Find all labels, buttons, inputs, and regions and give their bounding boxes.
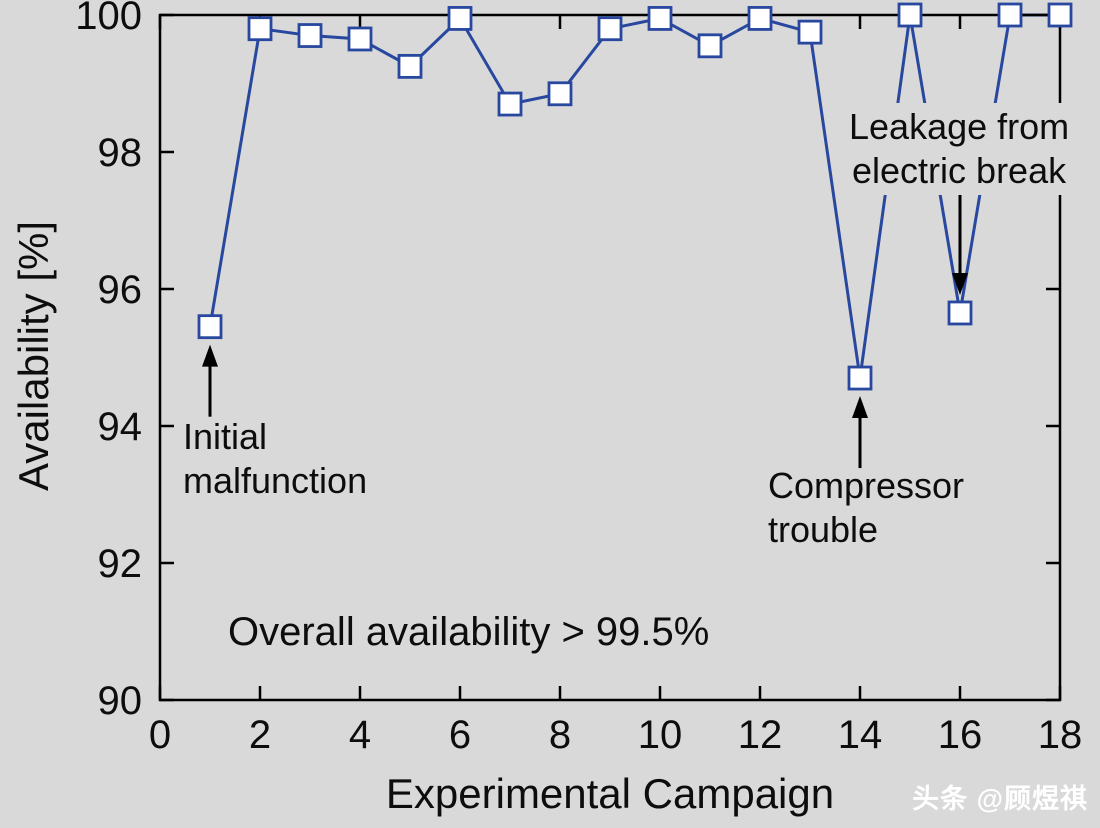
watermark-text: 头条 @顾煜祺 (912, 784, 1088, 814)
data-line (208, 13, 1060, 379)
svg-text:98: 98 (98, 131, 143, 175)
svg-text:12: 12 (738, 713, 783, 757)
svg-text:2: 2 (249, 713, 271, 757)
annotation-compressor-trouble: Compressor trouble (768, 465, 965, 550)
plot-border (158, 13, 1062, 702)
annotation-initial-malfunction: Initial malfunction (183, 416, 368, 501)
y-axis-title: Availability [%] (10, 220, 57, 492)
svg-text:16: 16 (938, 713, 983, 757)
annotation-leakage-electric-break: Leakage from electric break (843, 103, 1076, 195)
data-markers (197, 2, 1073, 391)
svg-text:96: 96 (98, 268, 143, 312)
svg-text:100: 100 (75, 0, 142, 38)
svg-text:94: 94 (98, 405, 143, 449)
svg-text:90: 90 (98, 679, 143, 723)
svg-text:14: 14 (838, 713, 883, 757)
annotation-arrows (202, 186, 968, 469)
svg-text:8: 8 (549, 713, 571, 757)
x-axis-title: Experimental Campaign (385, 770, 835, 817)
annotation-overall-availability: Overall availability > 99.5% (228, 610, 710, 654)
svg-text:6: 6 (449, 713, 471, 757)
svg-text:92: 92 (98, 542, 143, 586)
axis-tick-labels: 0 2 4 6 8 10 12 14 16 18 90 92 94 96 98 100 (75, 0, 1082, 757)
svg-text:10: 10 (638, 713, 683, 757)
svg-text:4: 4 (349, 713, 371, 757)
svg-text:18: 18 (1038, 713, 1083, 757)
svg-text:0: 0 (149, 713, 171, 757)
